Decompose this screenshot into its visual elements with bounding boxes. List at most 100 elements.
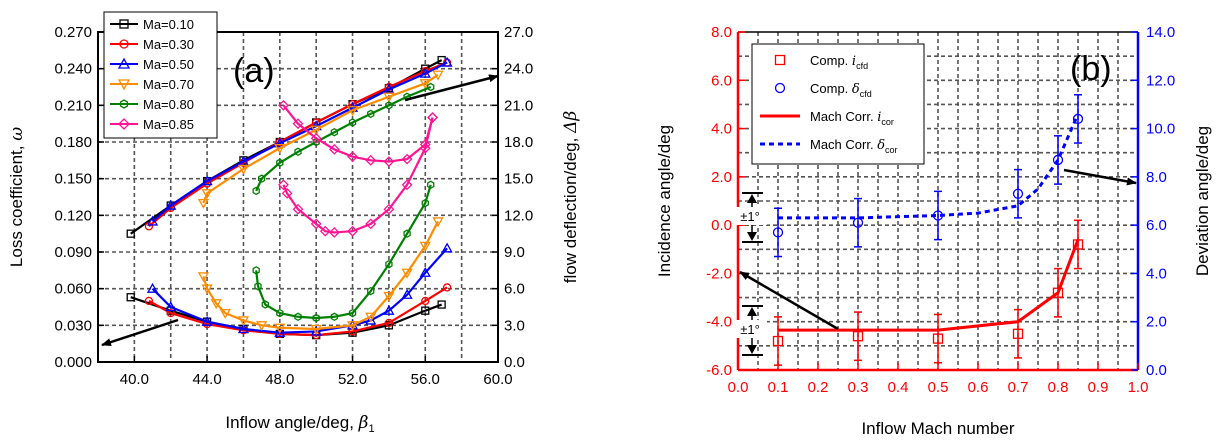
series-ma-0-70-deflection-point (197, 198, 210, 209)
legend-marker-a (118, 118, 130, 130)
series-ma-0-70-loss-point (310, 324, 322, 335)
legend-marker-a (117, 79, 131, 91)
series-comp-i-cfd-point (1012, 328, 1024, 339)
y-tick-label-a: 0.270 (54, 24, 92, 41)
y-tick-label-b: -4.0 (706, 314, 732, 331)
series-mach-corr-i-cor-line (778, 239, 1080, 332)
series-ma-0-30-loss-point (421, 296, 430, 306)
series-ma-0-85-deflection-upper-point (328, 143, 340, 155)
arrow-to-left-axis-a (101, 318, 179, 347)
legend-label-b: Comp. icfd (810, 53, 868, 71)
x-tick-label-b: 0.1 (768, 379, 789, 396)
series-ma-0-50-deflection-point (201, 175, 213, 186)
x-tick-label-a: 60.0 (483, 371, 512, 388)
x-tick-label-b: 1.0 (1128, 379, 1149, 396)
series-ma-0-70-loss-point (210, 299, 222, 310)
series-a (126, 55, 453, 340)
series-ma-0-30-loss-point (348, 327, 357, 336)
x-tick-label-b: 0.7 (1008, 379, 1029, 396)
arrow-to-right-axis-a (404, 74, 499, 102)
series-ma-0-80-loss-point (421, 198, 429, 208)
series-ma-0-50-loss-point (201, 315, 213, 326)
y2-tick-label-a: 3.0 (504, 317, 525, 334)
series-ma-0-80-deflection-point (427, 82, 435, 92)
series-ma-0-85-deflection-point (401, 179, 413, 191)
y2-tick-label-b: 2.0 (1146, 314, 1167, 331)
x-tick-label-b: 0.3 (848, 379, 869, 396)
series-ma-0-85-deflection-upper-point (427, 112, 438, 123)
series-ma-0-50-deflection-point (146, 215, 159, 226)
y-tick-label-b: 0.0 (711, 217, 732, 234)
series-comp-cfd-point (1012, 188, 1024, 199)
series-ma-0-30-loss-point (442, 283, 452, 292)
x-tick-label-b: 0.2 (808, 379, 829, 396)
series-ma-0-10-loss-point (126, 293, 135, 302)
y-axis-label-a: Loss coefficient, ω (7, 127, 27, 267)
series-ma-0-30-loss-point (144, 296, 154, 306)
series-ma-0-50-loss-point (383, 304, 395, 315)
y-tick-label-a: 0.240 (54, 61, 92, 78)
x-tick-label-b: 0.9 (1088, 379, 1109, 396)
series-ma-0-80-loss-line (255, 184, 432, 320)
x-tick-label-b: 0.4 (888, 379, 909, 396)
y-tick-label-a: 0.060 (54, 281, 92, 298)
x-axis-label-a: Inflow angle/deg, β1 (225, 413, 374, 435)
panel-label-a: (a) (233, 52, 275, 90)
y-tick-label-a: 0.120 (54, 207, 92, 224)
y-tick-label-a: 0.210 (54, 97, 92, 114)
series-comp-cfd-point (1052, 154, 1064, 166)
series-ma-0-85-deflection-point (365, 218, 377, 230)
y2-tick-label-b: 12.0 (1146, 72, 1175, 89)
y2-tick-label-b: 14.0 (1146, 24, 1175, 41)
series-ma-0-70-loss-point (432, 217, 444, 228)
series-ma-0-50-deflection-point (274, 137, 286, 148)
series-ma-0-80-loss-point (254, 281, 262, 291)
legend-box-a (103, 11, 218, 139)
series-comp-cfd-point (932, 210, 944, 221)
legend-label-b: Mach Corr. icor (810, 109, 894, 127)
series-ma-0-85-deflection-upper-point (365, 154, 377, 166)
y2-tick-label-a: 6.0 (504, 281, 525, 298)
y-tick-label-a: 0.090 (54, 244, 92, 261)
series-ma-0-80-loss-point (330, 312, 339, 322)
y2-tick-label-a: 18.0 (504, 134, 533, 151)
series-ma-0-50-loss-point (146, 282, 159, 293)
series-ma-0-50-loss-point (441, 242, 453, 253)
legend-label-a: Ma=0.10 (143, 17, 194, 32)
y-tick-label-a: 0.180 (54, 134, 92, 151)
series-ma-0-50-loss-point (365, 314, 377, 325)
x-tick-label-a: 40.0 (120, 371, 149, 388)
series-ma-0-70-loss-point (256, 321, 268, 332)
x-tick-label-a: 52.0 (338, 371, 367, 388)
legend-marker-a (119, 99, 129, 109)
legend-marker-b (774, 82, 786, 94)
series-ma-0-80-loss-point (261, 300, 269, 309)
series-comp-i-cfd-point (1072, 239, 1084, 250)
series-ma-0-50-loss-point (165, 301, 177, 312)
series-ma-0-30-loss-point (384, 318, 394, 328)
legend-label-b: Mach Corr. δcor (810, 137, 898, 155)
x-tick-label-b: 0.0 (728, 379, 749, 396)
series-ma-0-50-loss-point (401, 288, 413, 299)
series-ma-0-50-deflection-point (165, 199, 177, 210)
series-ma-0-30-loss-line (148, 286, 448, 337)
series-ma-0-85-deflection-upper-point (401, 153, 413, 165)
y2-tick-label-a: 24.0 (504, 61, 533, 78)
series-ma-0-70-deflection-point (310, 125, 322, 136)
series-ma-0-85-deflection-point (347, 225, 358, 237)
series-ma-0-10-loss-point (437, 300, 446, 309)
series-ma-0-70-deflection-point (274, 143, 286, 154)
series-ma-0-85-deflection-point (310, 218, 322, 230)
series-ma-0-85-deflection-point (292, 203, 304, 215)
arrow-to-left-axis-b (739, 270, 839, 331)
series-comp-i-cfd-point (932, 333, 944, 344)
y2-tick-label-b: 6.0 (1146, 217, 1167, 234)
series-ma-0-70-loss-point (346, 321, 359, 332)
series-ma-0-10-deflection-point (126, 229, 135, 238)
series-ma-0-80-loss-point (403, 229, 411, 238)
series-ma-0-70-loss-point (201, 284, 213, 295)
series-ma-0-70-loss-point (401, 268, 413, 279)
x-tick-label-b: 0.5 (928, 379, 949, 396)
y2-tick-label-b: 8.0 (1146, 169, 1167, 186)
series-ma-0-80-loss-point (427, 180, 435, 190)
